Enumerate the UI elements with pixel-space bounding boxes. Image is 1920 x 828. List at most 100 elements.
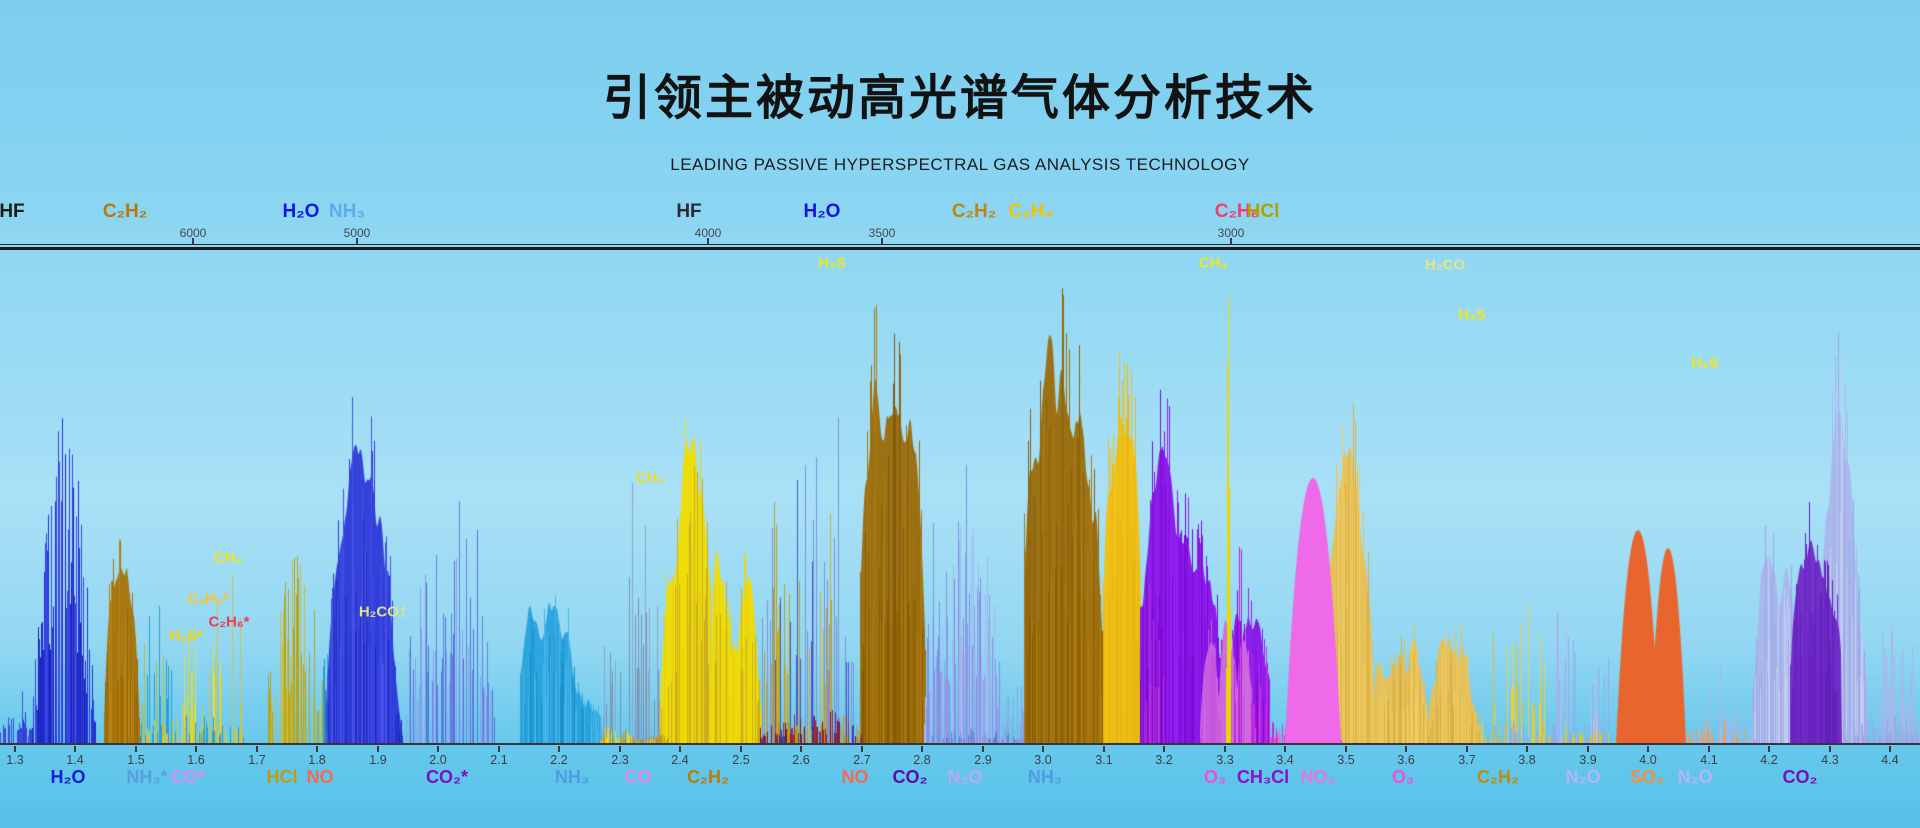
bottom-molecule-label: C₂H₂ [687,767,729,787]
bottom-tick-label: 3.8 [1518,753,1536,767]
axis-tick [1405,746,1407,752]
bottom-tick-label: 2.3 [611,753,629,767]
top-molecule-label: HCl [1246,201,1280,222]
top-molecule-label: H₂O [803,201,841,222]
bottom-molecule-label: SO₂ [1629,767,1665,787]
top-tick-label: 6000 [179,226,207,240]
plot-molecule-label: CH₄ [635,469,665,487]
bottom-tick-label: 2.2 [550,753,568,767]
top-tick-label: 5000 [343,226,371,240]
bottom-tick-label: 2.5 [732,753,750,767]
plot-molecule-label: H₂CO† [358,603,408,621]
bottom-tick-label: 3.1 [1095,753,1113,767]
top-molecule-label: HF [0,201,25,222]
axis-tick [1708,746,1710,752]
bottom-tick-label: 1.4 [66,753,84,767]
bottom-molecule-label: NO [841,767,869,787]
axis-tick [14,746,16,752]
top-axis-line-thick [0,247,1920,250]
bottom-molecule-label: CO₂ [1782,767,1818,787]
axis-tick [1345,746,1347,752]
top-tick-label: 3500 [868,226,896,240]
bottom-molecule-label: CO* [170,767,206,787]
bottom-tick-label: 3.6 [1397,753,1415,767]
axis-tick [1284,746,1286,752]
plot-molecule-label: C₂H₄* [187,590,229,608]
axis-tick [1587,746,1589,752]
axis-tick [356,238,358,245]
bottom-tick-label: 1.9 [369,753,387,767]
bottom-molecule-label: CH₃Cl [1236,767,1290,787]
bottom-tick-label: 4.3 [1821,753,1839,767]
top-tick-label: 4000 [694,226,722,240]
axis-tick [679,746,681,752]
bottom-molecule-label: HCl [266,767,298,787]
axis-tick [437,746,439,752]
axis-tick [1466,746,1468,752]
bottom-molecule-label: H₂O [50,767,86,787]
bottom-tick-label: 1.8 [308,753,326,767]
bottom-tick-label: 2.8 [913,753,931,767]
plot-molecule-label: CH₄ [1198,254,1228,272]
axis-tick [1230,238,1232,245]
axis-tick [921,746,923,752]
axis-tick [1042,746,1044,752]
bottom-tick-label: 3.9 [1579,753,1597,767]
bottom-molecule-label: NH₃ [554,767,590,787]
top-molecule-label: C₂H₂ [951,201,997,222]
bottom-molecule-label: O₃ [1391,767,1415,787]
bottom-tick-label: 2.9 [974,753,992,767]
axis-tick [982,746,984,752]
bottom-tick-label: 4.4 [1881,753,1899,767]
bottom-tick-label: 2.7 [853,753,871,767]
bottom-tick-label: 3.4 [1276,753,1294,767]
axis-tick [1526,746,1528,752]
bottom-tick-label: 3.3 [1216,753,1234,767]
bottom-tick-label: 3.7 [1458,753,1476,767]
axis-tick [498,746,500,752]
bottom-molecule-label: NO₂ [1300,767,1336,787]
bottom-molecule-label: N₂O [947,767,983,787]
top-molecule-label: C₂H₄ [1008,201,1054,222]
bottom-molecule-label: NH₃ [1027,767,1063,787]
axis-tick [256,746,258,752]
bottom-tick-label: 4.1 [1700,753,1718,767]
axis-tick [1889,746,1891,752]
axis-tick [377,746,379,752]
bottom-tick-label: 1.7 [248,753,266,767]
axis-tick [1103,746,1105,752]
axis-tick [195,746,197,752]
bottom-tick-label: 1.5 [127,753,145,767]
axis-tick [1768,746,1770,752]
axis-tick [707,238,709,245]
axis-tick [861,746,863,752]
top-molecule-label: C₂H₆ [1214,201,1260,222]
axis-tick [74,746,76,752]
top-molecule-label: HF [676,201,702,222]
plot-molecule-label: H₂S [818,254,846,272]
plot-molecule-label: H₂S [1458,306,1486,324]
axis-tick [1829,746,1831,752]
axis-tick [135,746,137,752]
top-axis-line [0,244,1920,245]
bottom-tick-label: 2.0 [429,753,447,767]
top-molecule-label: C₂H₂ [102,201,148,222]
bottom-molecule-label: NO [306,767,334,787]
axis-tick [800,746,802,752]
axis-tick [192,238,194,245]
bottom-molecule-label: NH₃* [126,767,168,787]
plot-molecule-label: CH₄ [213,549,243,567]
axis-tick [558,746,560,752]
plot-molecule-label: H₂CO [1425,256,1465,274]
bottom-molecule-label: N₂O [1677,767,1713,787]
bottom-tick-label: 3.2 [1155,753,1173,767]
top-molecule-label: H₂O [282,201,320,222]
bottom-tick-label: 2.6 [792,753,810,767]
axis-tick [1647,746,1649,752]
plot-molecule-label: H₂S* [169,627,203,645]
bottom-tick-label: 3.5 [1337,753,1355,767]
bottom-tick-label: 1.3 [6,753,24,767]
bottom-molecule-label: CO₂* [425,767,469,787]
